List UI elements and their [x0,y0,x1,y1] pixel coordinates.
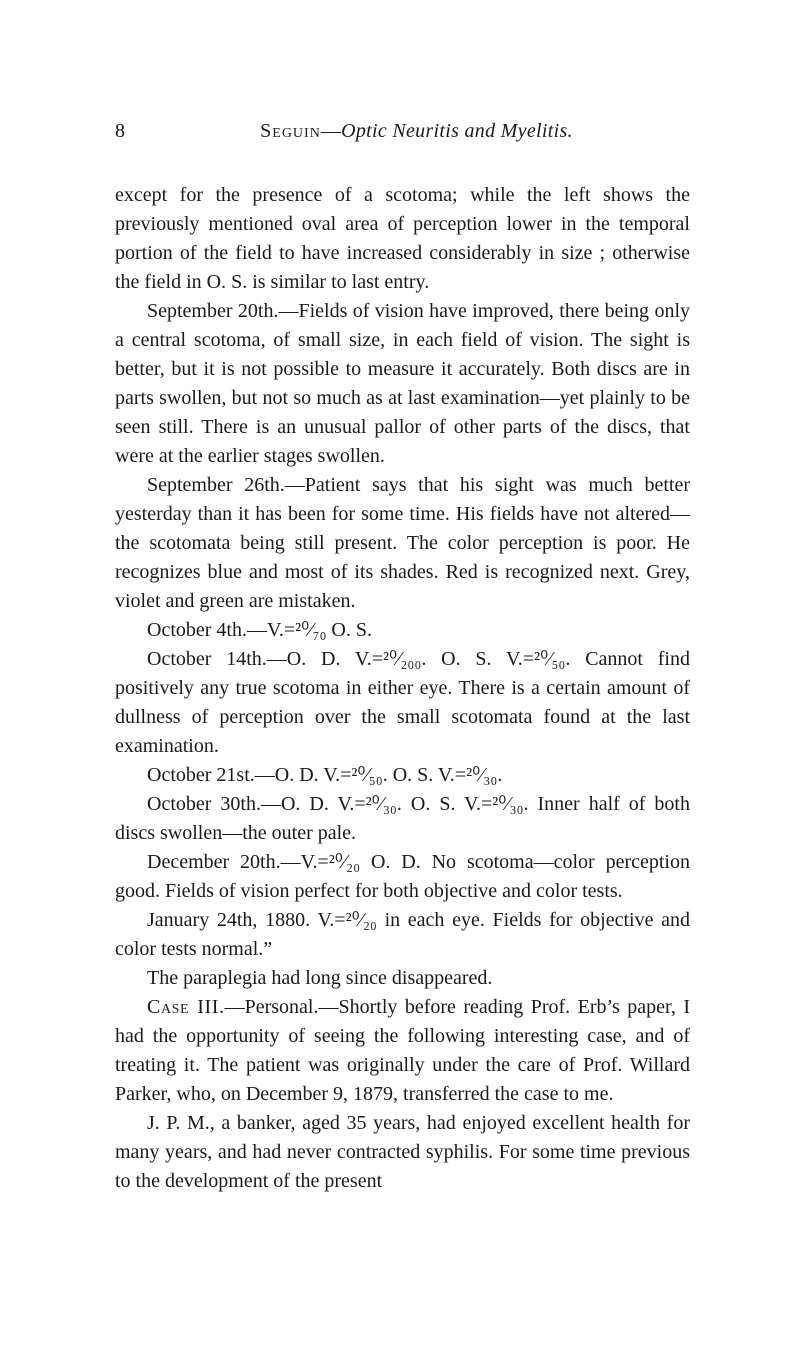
paragraph: September 20th.—Fields of vision have im… [115,297,690,471]
running-title-subject: Optic Neuritis and Myelitis. [341,120,573,142]
paragraph: September 26th.—Patient says that his si… [115,471,690,616]
running-title-dash: — [321,120,341,142]
paragraph: December 20th.—V.=²⁰⁄₂₀ O. D. No scotoma… [115,848,690,906]
running-title-author: Seguin [260,120,321,142]
paragraph: October 4th.—V.=²⁰⁄₇₀ O. S. [115,616,690,645]
paragraph: October 21st.—O. D. V.=²⁰⁄₅₀. O. S. V.=²… [115,761,690,790]
page-header: 8 Seguin—Optic Neuritis and Myelitis. [115,120,690,143]
document-page: 8 Seguin—Optic Neuritis and Myelitis. ex… [0,0,800,1347]
paragraph-case: Case III.—Personal.—Shortly before readi… [115,993,690,1109]
paragraph: The paraplegia had long since disappeare… [115,964,690,993]
paragraph: January 24th, 1880. V.=²⁰⁄₂₀ in each eye… [115,906,690,964]
body-text: except for the presence of a scotoma; wh… [115,181,690,1196]
page-number: 8 [115,120,143,143]
paragraph: J. P. M., a banker, aged 35 years, had e… [115,1109,690,1196]
paragraph: except for the presence of a scotoma; wh… [115,181,690,297]
case-label: Case III. [147,996,225,1018]
paragraph: October 14th.—O. D. V.=²⁰⁄₂₀₀. O. S. V.=… [115,645,690,761]
running-title: Seguin—Optic Neuritis and Myelitis. [143,120,690,143]
paragraph: October 30th.—O. D. V.=²⁰⁄₃₀. O. S. V.=²… [115,790,690,848]
